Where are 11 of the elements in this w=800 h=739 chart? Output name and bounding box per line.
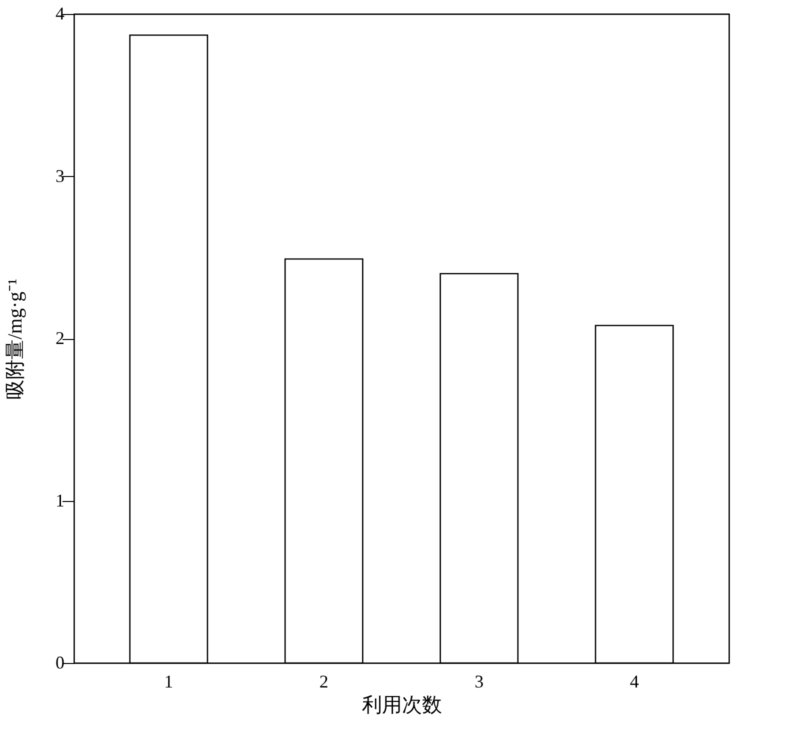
y-tick-label: 0 — [56, 652, 64, 672]
x-tick-label: 4 — [630, 672, 639, 692]
x-tick-label: 1 — [164, 672, 174, 692]
y-tick-label: 2 — [56, 328, 64, 348]
x-tick-label: 2 — [319, 672, 328, 692]
x-axis-title: 利用次数 — [362, 694, 442, 716]
y-tick-label: 4 — [56, 4, 64, 24]
x-tick-label: 3 — [474, 672, 484, 692]
y-tick-label: 1 — [56, 490, 64, 510]
y-tick-label: 3 — [56, 166, 64, 186]
y-axis-title: 吸附量/mg·g⁻¹ — [4, 278, 26, 400]
